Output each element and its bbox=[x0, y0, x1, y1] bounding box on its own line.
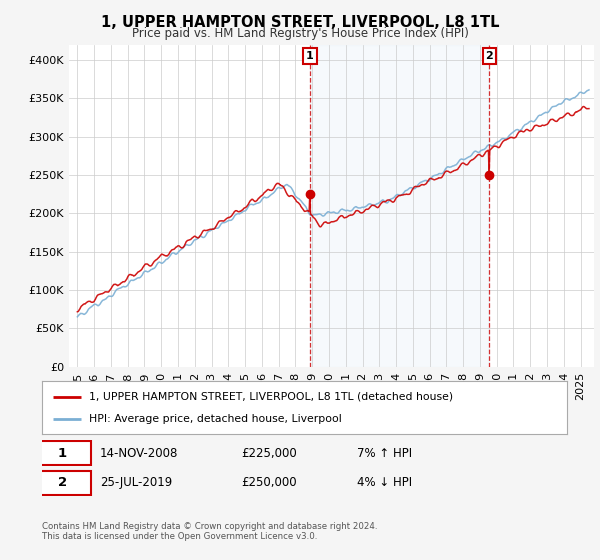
Text: £225,000: £225,000 bbox=[241, 446, 297, 460]
Text: 1: 1 bbox=[58, 446, 67, 460]
Text: Price paid vs. HM Land Registry's House Price Index (HPI): Price paid vs. HM Land Registry's House … bbox=[131, 27, 469, 40]
Text: 2: 2 bbox=[485, 51, 493, 61]
Text: 25-JUL-2019: 25-JUL-2019 bbox=[100, 476, 172, 489]
Bar bbox=[310, 45, 490, 367]
Text: 1: 1 bbox=[306, 51, 314, 61]
Text: Contains HM Land Registry data © Crown copyright and database right 2024.
This d: Contains HM Land Registry data © Crown c… bbox=[42, 522, 377, 542]
FancyBboxPatch shape bbox=[34, 441, 91, 465]
FancyBboxPatch shape bbox=[34, 471, 91, 494]
Text: 1, UPPER HAMPTON STREET, LIVERPOOL, L8 1TL: 1, UPPER HAMPTON STREET, LIVERPOOL, L8 1… bbox=[101, 15, 499, 30]
Text: 4% ↓ HPI: 4% ↓ HPI bbox=[357, 476, 412, 489]
Text: 7% ↑ HPI: 7% ↑ HPI bbox=[357, 446, 412, 460]
Text: 1, UPPER HAMPTON STREET, LIVERPOOL, L8 1TL (detached house): 1, UPPER HAMPTON STREET, LIVERPOOL, L8 1… bbox=[89, 392, 454, 402]
Text: 14-NOV-2008: 14-NOV-2008 bbox=[100, 446, 178, 460]
Text: 2: 2 bbox=[58, 476, 67, 489]
Text: HPI: Average price, detached house, Liverpool: HPI: Average price, detached house, Live… bbox=[89, 414, 342, 424]
Text: £250,000: £250,000 bbox=[241, 476, 297, 489]
